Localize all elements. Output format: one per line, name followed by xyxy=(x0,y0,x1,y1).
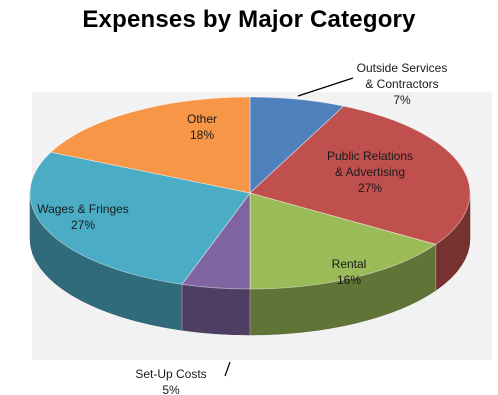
slice-value-label: 16% xyxy=(337,273,361,287)
leader-line xyxy=(297,77,354,97)
slice-label-rental: Rental 16% xyxy=(332,257,367,287)
slice-value-label: 18% xyxy=(190,128,214,142)
slice-name-label: & Contractors xyxy=(365,77,438,91)
pie-side-walls xyxy=(29,192,471,336)
slice-name-label: Other xyxy=(187,112,217,126)
slice-value-label: 7% xyxy=(393,93,411,107)
slice-name-label: Public Relations xyxy=(327,149,413,163)
pie-wall-set-up-costs xyxy=(181,284,251,336)
slice-value-label: 5% xyxy=(162,383,180,395)
pie-slice-other xyxy=(50,96,251,194)
slice-name-label: Outside Services xyxy=(357,61,448,75)
leader-line xyxy=(224,361,231,377)
pie-slice-rental xyxy=(249,192,437,290)
slice-name-label: & Advertising xyxy=(335,165,405,179)
pie-top-faces xyxy=(29,96,471,290)
slice-label-other: Other 18% xyxy=(187,112,217,142)
pie-slice-public-relations-advertising xyxy=(249,105,471,245)
slice-label-wages-fringes: Wages & Fringes 27% xyxy=(37,202,129,232)
pie-slice-wages-fringes xyxy=(29,151,251,285)
slice-name-label: Rental xyxy=(332,257,367,271)
slice-label-public-relations-advertising: Public Relations & Advertising 27% xyxy=(327,149,413,195)
slice-value-label: 27% xyxy=(71,218,95,232)
chart-title: Expenses by Major Category xyxy=(82,6,416,33)
slice-label-set-up-costs: Set-Up Costs 5% xyxy=(135,361,231,395)
pie-labels: Outside Services & Contractors 7% Public Re… xyxy=(37,61,447,395)
slice-name-label: Wages & Fringes xyxy=(37,202,129,216)
slice-value-label: 27% xyxy=(358,181,382,195)
slice-name-label: Set-Up Costs xyxy=(135,367,206,381)
slice-label-outside-services-contractors: Outside Services & Contractors 7% xyxy=(297,61,448,107)
